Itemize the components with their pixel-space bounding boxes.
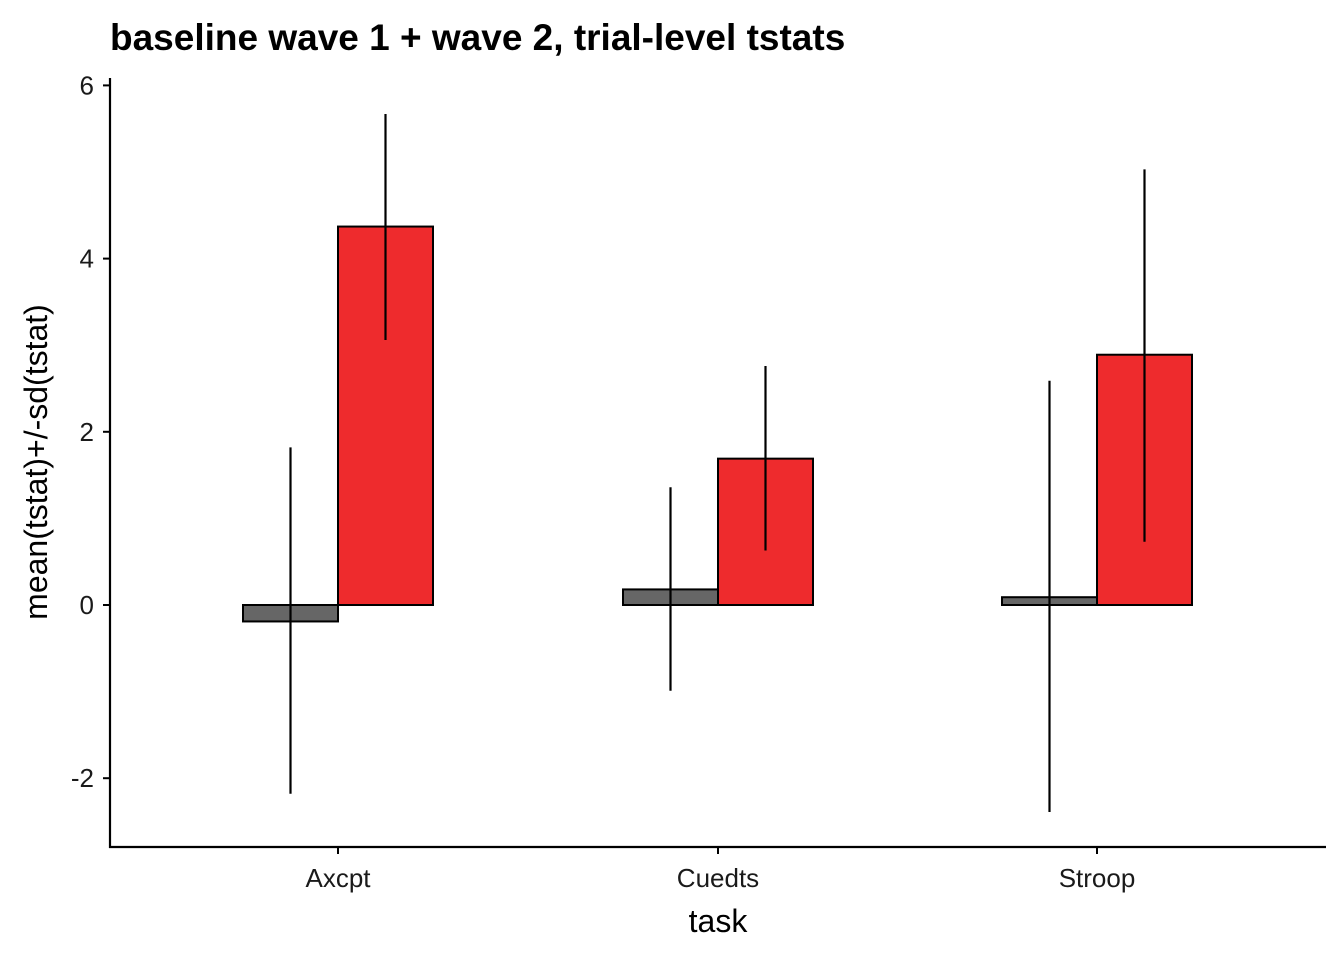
y-tick-label: 2 (80, 417, 94, 447)
y-tick-label: 6 (80, 70, 94, 100)
y-axis-title: mean(tstat)+/-sd(tstat) (18, 304, 54, 620)
x-tick-label: Stroop (1059, 863, 1136, 893)
y-axis-ticks: -2 0 2 4 6 (71, 70, 110, 793)
errorbars-layer (289, 113, 1146, 812)
y-tick-label: 0 (80, 590, 94, 620)
x-tick-label: Cuedts (677, 863, 759, 893)
y-tick-label: 4 (80, 244, 94, 274)
y-tick-label: -2 (71, 763, 94, 793)
x-tick-label: Axcpt (305, 863, 371, 893)
chart-title: baseline wave 1 + wave 2, trial-level ts… (110, 17, 845, 58)
x-axis-title: task (689, 903, 749, 939)
x-axis-ticks: Axcpt Cuedts Stroop (305, 847, 1135, 893)
